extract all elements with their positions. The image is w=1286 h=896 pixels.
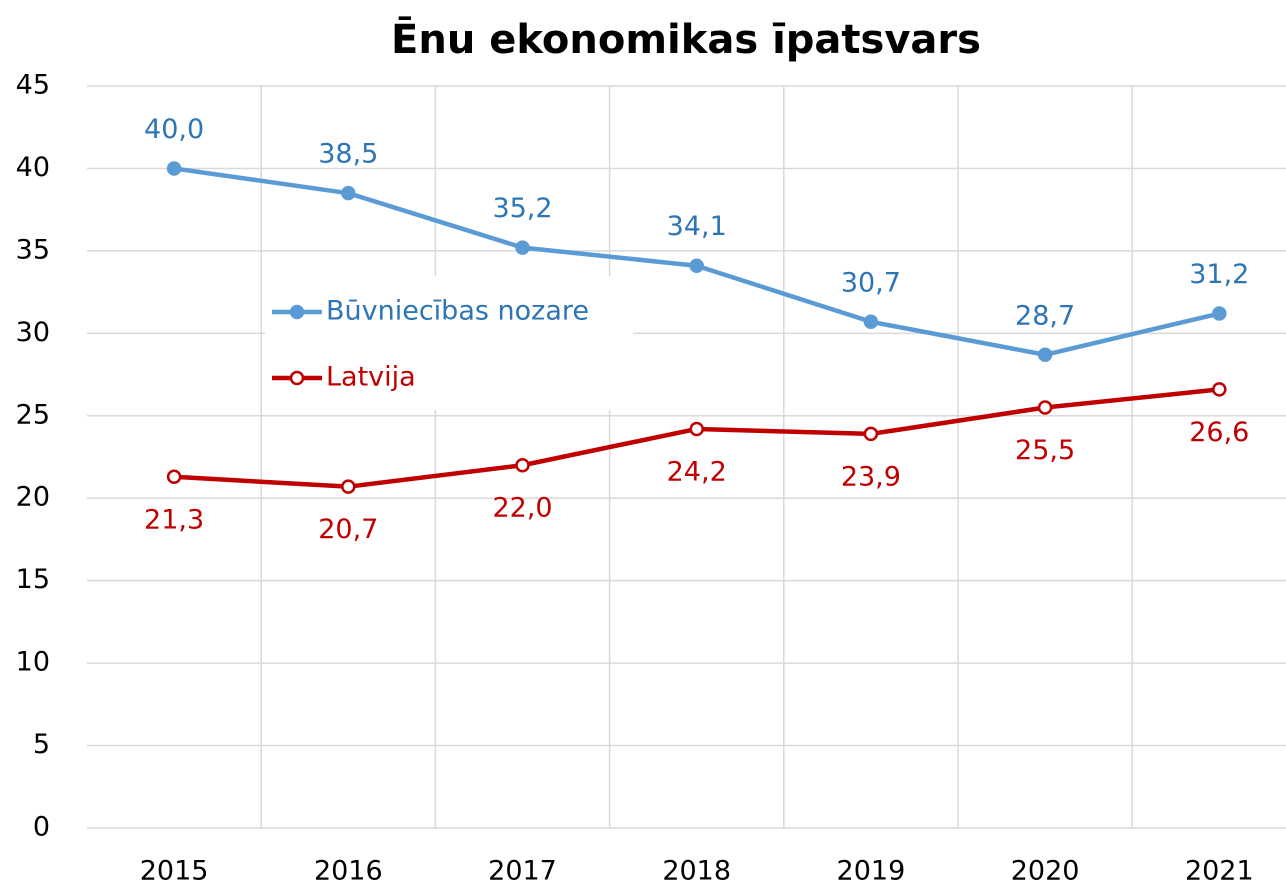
- legend-box: [265, 276, 633, 410]
- y-tick-label: 30: [16, 317, 50, 348]
- data-label: 30,7: [841, 267, 901, 298]
- data-label: 31,2: [1189, 259, 1249, 290]
- marker: [515, 240, 530, 255]
- x-tick-label: 2020: [1011, 856, 1080, 887]
- marker: [863, 426, 879, 442]
- data-label: 35,2: [492, 193, 552, 224]
- data-label: 26,6: [1189, 417, 1249, 448]
- y-tick-label: 5: [33, 729, 50, 760]
- y-tick-label: 35: [16, 234, 50, 265]
- data-label: 24,2: [667, 456, 727, 487]
- marker: [341, 185, 356, 201]
- data-label: 20,7: [318, 514, 378, 545]
- y-tick-label: 15: [16, 564, 50, 595]
- y-tick-label: 45: [16, 70, 50, 101]
- x-tick-label: 2015: [140, 856, 209, 887]
- marker: [166, 161, 182, 176]
- data-label: 40,0: [144, 114, 204, 145]
- marker: [515, 457, 530, 473]
- legend-label: Būvniecības nozare: [326, 296, 589, 327]
- legend-marker: [289, 304, 305, 320]
- x-tick-label: 2018: [662, 856, 731, 887]
- y-tick-label: 20: [16, 482, 50, 513]
- data-label: 21,3: [144, 504, 204, 535]
- x-tick-label: 2019: [837, 856, 906, 887]
- marker: [1212, 382, 1227, 397]
- x-tick-label: 2021: [1185, 856, 1254, 887]
- y-tick-label: 25: [16, 399, 50, 430]
- data-label: 38,5: [318, 139, 378, 170]
- marker: [689, 258, 704, 273]
- legend-marker: [289, 370, 305, 386]
- data-label: 23,9: [841, 461, 901, 492]
- x-tick-label: 2017: [488, 856, 557, 887]
- chart-title: Ēnu ekonomikas īpatsvars: [391, 15, 981, 63]
- marker: [1037, 400, 1053, 415]
- data-label: 25,5: [1015, 435, 1075, 466]
- marker: [863, 314, 879, 330]
- data-label: 34,1: [667, 211, 727, 242]
- marker: [1212, 306, 1227, 321]
- y-tick-label: 40: [16, 152, 50, 183]
- marker: [689, 421, 704, 437]
- y-tick-label: 0: [33, 812, 50, 843]
- data-label: 28,7: [1015, 300, 1075, 331]
- marker: [341, 479, 356, 494]
- data-label: 22,0: [492, 493, 552, 524]
- marker: [166, 469, 182, 485]
- marker: [1037, 347, 1053, 363]
- y-tick-label: 10: [16, 647, 50, 678]
- legend-label: Latvija: [326, 362, 416, 393]
- x-tick-label: 2016: [314, 856, 383, 887]
